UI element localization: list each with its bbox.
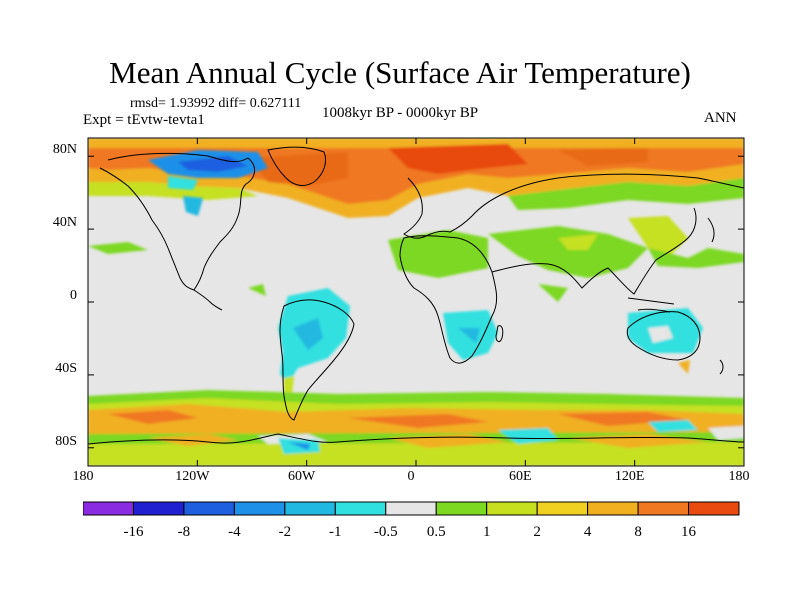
greenland-coast (267, 146, 327, 186)
north-america-coast (99, 152, 255, 291)
lat-tick-label: 40N (52, 215, 77, 231)
midlatitude-patches (88, 216, 744, 302)
new-zealand-coast (719, 359, 724, 375)
lon-tick-label: 60W (288, 469, 316, 484)
colorbar-label: 8 (634, 524, 642, 540)
colorbar-label: 1 (483, 524, 491, 540)
colorbar-label: 2 (533, 524, 541, 540)
colorbar-box (587, 501, 639, 516)
colorbar-box (536, 501, 589, 516)
temperature-anomaly-map (87, 137, 745, 467)
colorbar-labels: -16 -8 -4 -2 -1 -0.5 0.5 1 2 4 8 16 (123, 524, 696, 540)
colorbar-label: -0.5 (374, 524, 398, 540)
colorbar-box (486, 501, 538, 516)
africa-coast (399, 235, 498, 364)
colorbar-box (233, 501, 286, 516)
colorbar-box (334, 501, 387, 516)
colorbar-label: -8 (178, 524, 191, 540)
south-america-coast (279, 299, 355, 421)
colorbar-box (688, 501, 740, 516)
lat-tick-label: 0 (70, 288, 77, 303)
colorbar-label: -2 (279, 524, 292, 540)
madagascar-coast (495, 325, 504, 343)
coastlines (88, 146, 744, 445)
axis-ticks (87, 138, 745, 466)
colorbar-label: -4 (228, 524, 241, 540)
colorbar-label: 4 (584, 524, 592, 540)
colorbar-label: 16 (681, 524, 697, 540)
lon-tick-label: 60E (509, 469, 532, 484)
lon-tick-label: 120W (175, 469, 210, 484)
stats-text: rmsd= 1.93992 diff= 0.627111 (130, 96, 302, 111)
antarctica-coast (88, 433, 744, 445)
southern-cold-patches (278, 288, 703, 394)
australia-coast (626, 311, 701, 361)
lat-tick-label: 80N (52, 142, 77, 158)
europe-coast (403, 177, 473, 239)
colorbar-box (385, 501, 437, 516)
season-label: ANN (704, 110, 737, 126)
colorbar-label: 0.5 (427, 524, 446, 540)
colorbar-box (132, 501, 185, 516)
colorbar-box (284, 501, 336, 516)
plot-title: Mean Annual Cycle (Surface Air Temperatu… (109, 55, 691, 90)
colorbar: -16 -8 -4 -2 -1 -0.5 0.5 1 2 4 8 16 (83, 501, 740, 540)
colorbar-box (435, 501, 488, 516)
southern-ocean-warm-band (88, 390, 744, 466)
lon-tick-label: 180 (728, 469, 750, 484)
lat-tick-label: 80S (55, 433, 77, 449)
field-layer (88, 138, 744, 466)
asia-coast (471, 173, 744, 295)
colorbar-label: -16 (123, 524, 143, 540)
colorbar-boxes (83, 501, 740, 516)
colorbar-box (637, 501, 690, 516)
period-label: 1008kyr BP - 0000kyr BP (322, 105, 479, 121)
colorbar-box (183, 501, 235, 516)
colorbar-box (83, 501, 134, 516)
lon-tick-label: 180 (72, 469, 94, 484)
lat-tick-label: 40S (55, 360, 77, 376)
central-america-coast (193, 289, 223, 311)
north-america-cold-region (148, 150, 268, 216)
experiment-label: Expt = tEvtw-tevta1 (83, 112, 205, 128)
japan-coast (707, 217, 715, 243)
lon-tick-label: 120E (614, 469, 645, 484)
colorbar-label: -1 (329, 524, 342, 540)
lon-tick-label: 0 (407, 469, 415, 484)
